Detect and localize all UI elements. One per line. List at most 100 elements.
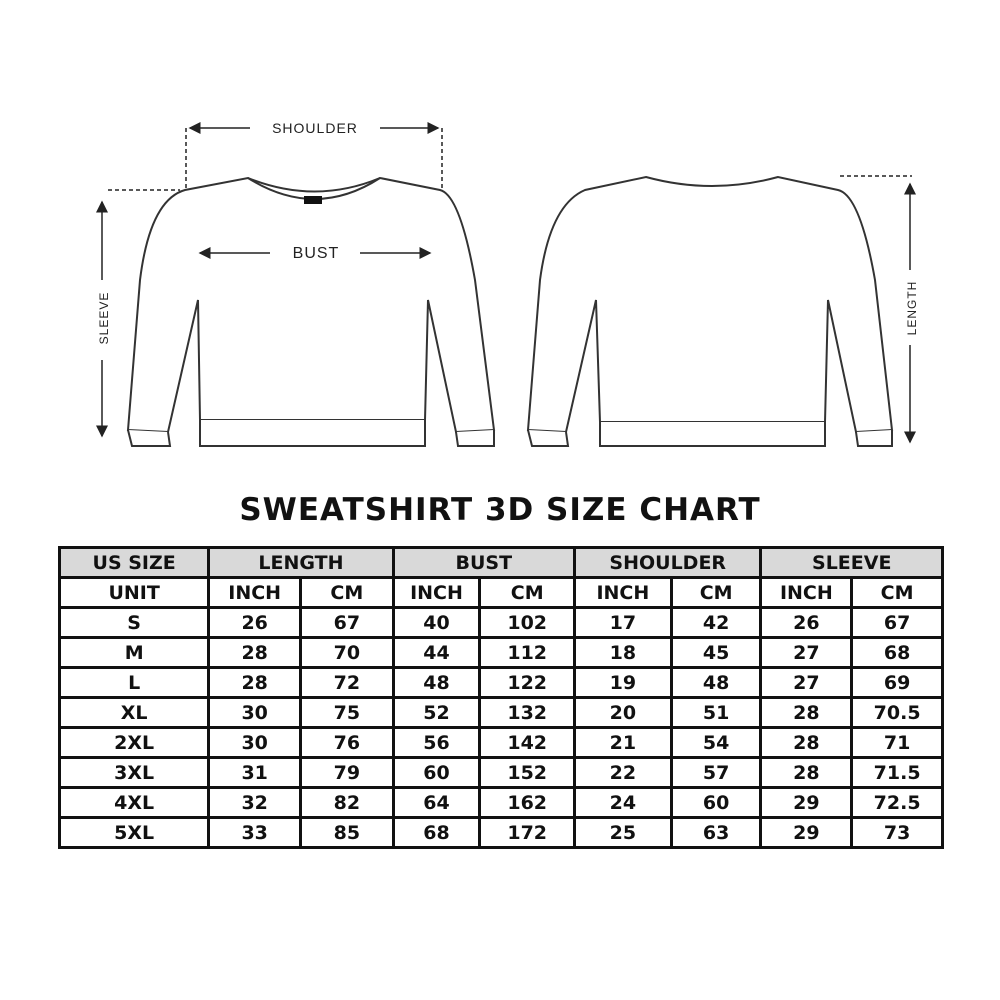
value-cell: 69 (850, 666, 944, 699)
value-cell: 28 (759, 696, 854, 729)
page-title: SWEATSHIRT 3D SIZE CHART (239, 492, 761, 528)
size-cell: S (57, 606, 211, 639)
unit-header: UNIT (57, 576, 211, 609)
value-cell: 70.5 (850, 696, 944, 729)
value-cell: 24 (572, 786, 673, 819)
sweatshirt-diagram: SHOULDER BUST SLEEVE LENGTH (96, 120, 919, 447)
value-cell: 51 (669, 696, 763, 729)
unit-header: INCH (391, 576, 482, 609)
unit-header: CM (299, 576, 395, 609)
value-cell: 63 (669, 816, 763, 849)
table-row: 4XL 32 82 64 162 24 60 29 72.5 (57, 786, 944, 819)
value-cell: 28 (759, 726, 854, 759)
table-row: L 28 72 48 122 19 48 27 69 (57, 666, 944, 699)
value-cell: 40 (391, 606, 482, 639)
value-cell: 42 (669, 606, 763, 639)
value-cell: 79 (299, 756, 395, 789)
unit-header: CM (478, 576, 576, 609)
value-cell: 85 (299, 816, 395, 849)
size-cell: XL (57, 696, 211, 729)
measure-lines (96, 122, 916, 444)
table-row: 3XL 31 79 60 152 22 57 28 71.5 (57, 756, 944, 789)
unit-header: INCH (207, 576, 303, 609)
unit-header: CM (669, 576, 763, 609)
value-cell: 26 (207, 606, 303, 639)
value-cell: 64 (391, 786, 482, 819)
value-cell: 22 (572, 756, 673, 789)
size-cell: M (57, 636, 211, 669)
value-cell: 72 (299, 666, 395, 699)
table-row: M 28 70 44 112 18 45 27 68 (57, 636, 944, 669)
value-cell: 44 (391, 636, 482, 669)
size-cell: 5XL (57, 816, 211, 849)
group-header-row: US SIZE LENGTH BUST SHOULDER SLEEVE (57, 546, 944, 579)
value-cell: 67 (299, 606, 395, 639)
value-cell: 71 (850, 726, 944, 759)
sleeve-label: SLEEVE (97, 292, 111, 345)
value-cell: 67 (850, 606, 944, 639)
size-cell: 2XL (57, 726, 211, 759)
value-cell: 48 (669, 666, 763, 699)
value-cell: 142 (478, 726, 576, 759)
value-cell: 20 (572, 696, 673, 729)
group-header: SLEEVE (759, 546, 944, 579)
table-row: XL 30 75 52 132 20 51 28 70.5 (57, 696, 944, 729)
value-cell: 30 (207, 696, 303, 729)
group-header: LENGTH (207, 546, 395, 579)
value-cell: 48 (391, 666, 482, 699)
value-cell: 75 (299, 696, 395, 729)
value-cell: 28 (759, 756, 854, 789)
value-cell: 60 (391, 756, 482, 789)
value-cell: 57 (669, 756, 763, 789)
size-table: US SIZE LENGTH BUST SHOULDER SLEEVE UNIT INCH C… (57, 546, 944, 849)
value-cell: 73 (850, 816, 944, 849)
group-header: SHOULDER (572, 546, 763, 579)
table-row: S 26 67 40 102 17 42 26 67 (57, 606, 944, 639)
value-cell: 68 (850, 636, 944, 669)
value-cell: 27 (759, 666, 854, 699)
front-sweatshirt (126, 176, 496, 447)
length-label: LENGTH (905, 281, 919, 336)
value-cell: 152 (478, 756, 576, 789)
table-row: 5XL 33 85 68 172 25 63 29 73 (57, 816, 944, 849)
size-cell: 3XL (57, 756, 211, 789)
value-cell: 56 (391, 726, 482, 759)
value-cell: 28 (207, 636, 303, 669)
unit-header: CM (850, 576, 944, 609)
value-cell: 45 (669, 636, 763, 669)
value-cell: 33 (207, 816, 303, 849)
value-cell: 71.5 (850, 756, 944, 789)
group-header: BUST (391, 546, 576, 579)
value-cell: 32 (207, 786, 303, 819)
size-cell: 4XL (57, 786, 211, 819)
table-row: 2XL 30 76 56 142 21 54 28 71 (57, 726, 944, 759)
value-cell: 27 (759, 636, 854, 669)
size-cell: L (57, 666, 211, 699)
value-cell: 18 (572, 636, 673, 669)
value-cell: 17 (572, 606, 673, 639)
value-cell: 29 (759, 786, 854, 819)
value-cell: 25 (572, 816, 673, 849)
value-cell: 30 (207, 726, 303, 759)
shoulder-label: SHOULDER (272, 120, 358, 136)
value-cell: 172 (478, 816, 576, 849)
back-sweatshirt (526, 175, 894, 447)
value-cell: 28 (207, 666, 303, 699)
value-cell: 29 (759, 816, 854, 849)
value-cell: 72.5 (850, 786, 944, 819)
value-cell: 82 (299, 786, 395, 819)
unit-header: INCH (759, 576, 854, 609)
value-cell: 54 (669, 726, 763, 759)
bust-label: BUST (293, 245, 340, 262)
value-cell: 26 (759, 606, 854, 639)
value-cell: 52 (391, 696, 482, 729)
value-cell: 122 (478, 666, 576, 699)
value-cell: 132 (478, 696, 576, 729)
group-header: US SIZE (57, 546, 211, 579)
value-cell: 162 (478, 786, 576, 819)
value-cell: 60 (669, 786, 763, 819)
unit-row: UNIT INCH CM INCH CM INCH CM INCH CM (57, 576, 944, 609)
value-cell: 31 (207, 756, 303, 789)
value-cell: 102 (478, 606, 576, 639)
value-cell: 19 (572, 666, 673, 699)
